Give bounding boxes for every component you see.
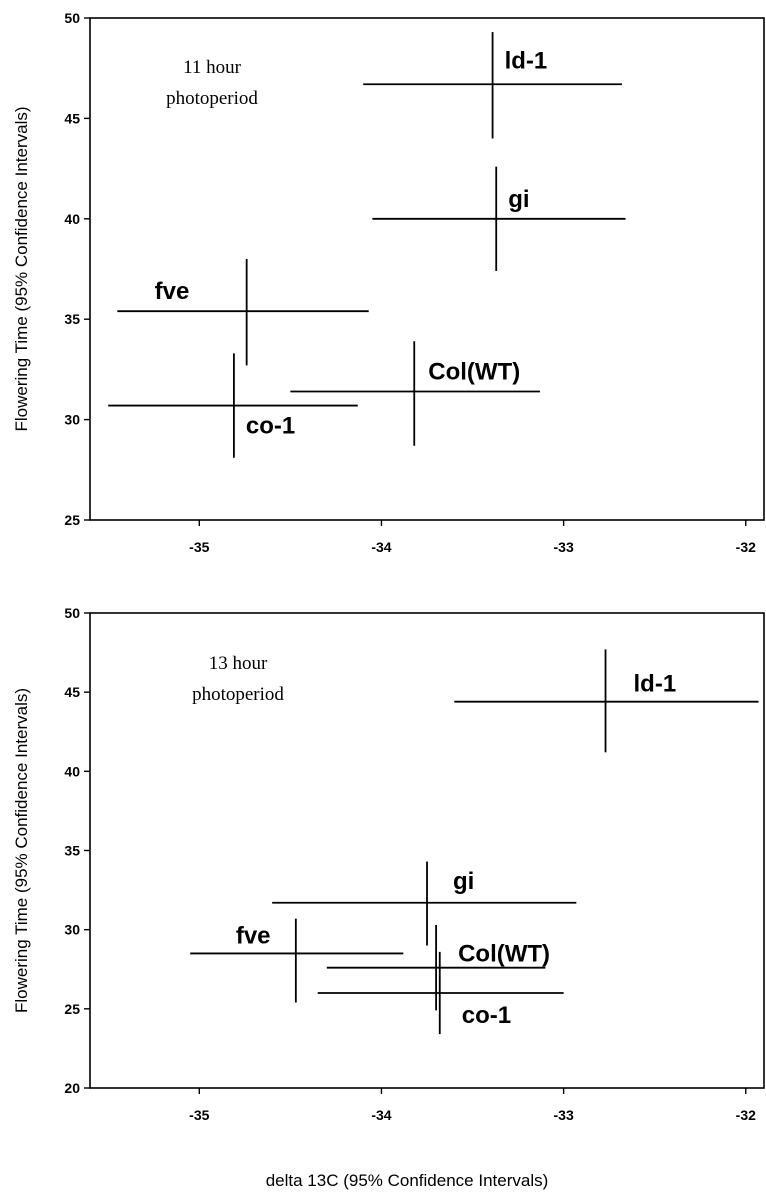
y-tick-label: 40 bbox=[64, 763, 80, 779]
x-tick-label: -35 bbox=[189, 1107, 209, 1123]
photoperiod-annotation: 11 hour bbox=[183, 57, 242, 78]
x-tick-label: -32 bbox=[736, 539, 756, 555]
y-tick-label: 35 bbox=[64, 311, 80, 327]
y-axis-label: Flowering Time (95% Confidence Intervals… bbox=[12, 106, 31, 431]
point-label-gi: gi bbox=[508, 186, 529, 213]
y-tick-label: 20 bbox=[64, 1080, 80, 1096]
y-tick-label: 45 bbox=[64, 110, 80, 126]
y-tick-label: 30 bbox=[64, 412, 80, 428]
x-tick-label: -33 bbox=[554, 1107, 574, 1123]
y-tick-label: 30 bbox=[64, 922, 80, 938]
photoperiod-annotation: photoperiod bbox=[166, 88, 258, 109]
point-label-ld-1: ld-1 bbox=[634, 671, 677, 698]
x-tick-label: -34 bbox=[371, 1107, 391, 1123]
y-tick-label: 35 bbox=[64, 843, 80, 859]
chart-panel-11-hour: 25 30 35 40 45 50 -35 -34 -33 -32 Flowering Time (… bbox=[12, 10, 765, 555]
point-label-col-wt: Col(WT) bbox=[428, 358, 520, 385]
photoperiod-annotation: photoperiod bbox=[192, 684, 284, 705]
point-label-col-wt: Col(WT) bbox=[458, 941, 550, 968]
point-label-co-1: co-1 bbox=[462, 1002, 511, 1029]
y-tick-label: 40 bbox=[64, 211, 80, 227]
x-tick-label: -35 bbox=[189, 539, 209, 555]
chart-panel-13-hour: 20 25 30 35 40 45 50 -35 -34 -33 -32 Flowering Time… bbox=[12, 605, 765, 1190]
point-label-gi: gi bbox=[453, 868, 474, 895]
y-tick-label: 50 bbox=[64, 10, 80, 26]
y-tick-label: 45 bbox=[64, 684, 80, 700]
point-label-co-1: co-1 bbox=[246, 413, 295, 440]
x-tick-label: -34 bbox=[371, 539, 391, 555]
x-tick-label: -33 bbox=[554, 539, 574, 555]
plot-frame bbox=[89, 17, 765, 521]
y-tick-label: 25 bbox=[64, 512, 80, 528]
y-tick-label: 50 bbox=[64, 605, 80, 621]
point-label-fve: fve bbox=[155, 278, 190, 305]
y-axis-label: Flowering Time (95% Confidence Intervals… bbox=[12, 688, 31, 1013]
x-tick-label: -32 bbox=[736, 1107, 756, 1123]
y-tick-label: 25 bbox=[64, 1001, 80, 1017]
point-label-ld-1: ld-1 bbox=[505, 47, 548, 74]
x-axis-label: delta 13C (95% Confidence Intervals) bbox=[266, 1171, 549, 1190]
photoperiod-annotation: 13 hour bbox=[209, 653, 268, 674]
point-label-fve: fve bbox=[236, 922, 271, 949]
